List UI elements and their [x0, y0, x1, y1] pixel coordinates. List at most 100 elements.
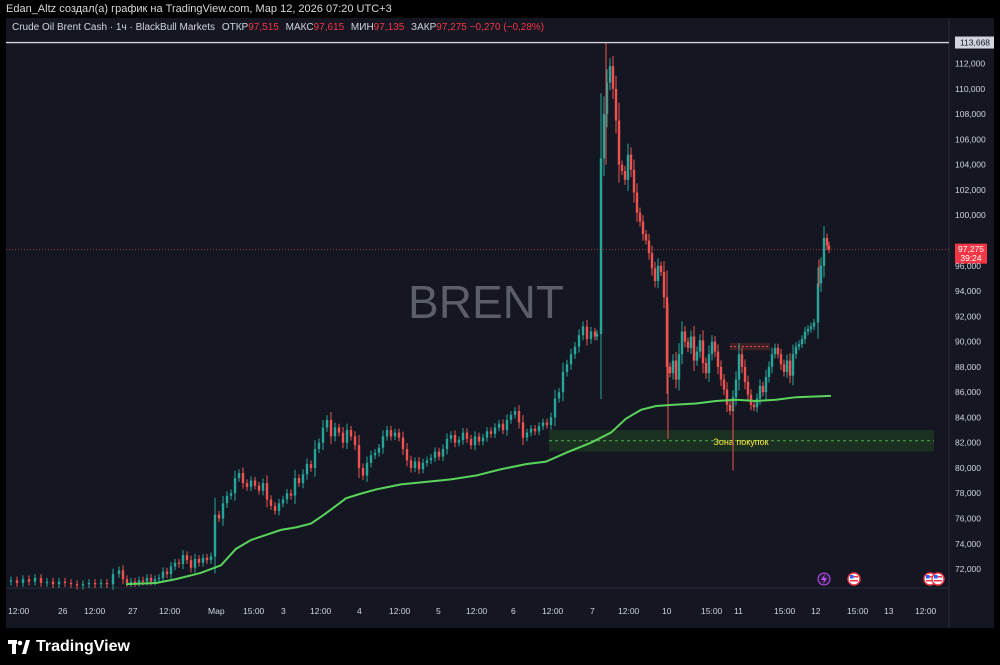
candle-body [791, 354, 795, 376]
candle-body [161, 571, 165, 578]
y-tick-label: 96,000 [955, 261, 981, 271]
open-value: 97,515 [248, 22, 279, 33]
candle-body [549, 417, 553, 425]
candle-body [561, 371, 565, 393]
x-tick-label: 5 [436, 606, 441, 616]
flag-stripe [934, 580, 942, 582]
y-tick-label: 108,000 [955, 109, 986, 119]
x-tick-label: 12:00 [466, 606, 488, 616]
candle-body [659, 265, 663, 273]
candle-body [381, 436, 385, 448]
candle-body [205, 557, 209, 561]
candle-body [169, 566, 173, 575]
flag-stripe [934, 576, 942, 578]
x-tick-label: 7 [590, 606, 595, 616]
x-tick-label: 11 [734, 606, 743, 616]
candle-body [349, 430, 353, 437]
candle-body [827, 245, 831, 250]
candle-body [803, 331, 807, 340]
candle-body [728, 404, 732, 412]
candle-body [165, 571, 169, 575]
us-flag-event-icon[interactable] [931, 572, 945, 586]
candle-body [683, 331, 687, 342]
x-tick-label: 27 [128, 606, 138, 616]
symbol-legend: Crude Oil Brent Cash · 1ч · BlackBull Ma… [12, 22, 544, 33]
candle-body [599, 158, 603, 335]
candle-body [333, 427, 337, 437]
close-value: 97,275 [436, 22, 467, 33]
candle-body [497, 423, 501, 428]
candle-body [377, 447, 381, 453]
candle-body [767, 366, 771, 377]
candle-body [193, 558, 197, 568]
candle-body [692, 336, 696, 361]
tradingview-logo[interactable]: TradingView [8, 638, 130, 656]
candle-body [773, 347, 777, 355]
candle-body [69, 582, 73, 585]
candle-body [225, 495, 229, 504]
candle-body [505, 419, 509, 431]
y-tick-label: 84,000 [955, 412, 981, 422]
candle-body [698, 340, 702, 352]
candle-body [806, 328, 810, 332]
candle-body [623, 171, 627, 180]
candle-body [313, 449, 317, 468]
candle-body [686, 341, 690, 348]
flag-canton [934, 575, 938, 579]
candle-body [449, 435, 453, 439]
x-tick-label: 12:00 [159, 606, 181, 616]
candle-body [389, 430, 393, 437]
candle-body [611, 66, 615, 89]
us-flag-event-icon[interactable] [847, 572, 861, 586]
candle-body [345, 430, 349, 443]
close-label: ЗАКР [411, 22, 437, 33]
candle-body [608, 66, 612, 83]
candle-body [755, 398, 759, 408]
candle-body [602, 114, 606, 159]
y-tick-label: 102,000 [955, 185, 986, 195]
candle-body [704, 363, 708, 374]
high-value: 97,615 [313, 22, 345, 33]
candle-body [81, 584, 85, 586]
candle-body [457, 440, 461, 443]
candle-body [674, 360, 678, 380]
x-tick-label: 15:00 [774, 606, 796, 616]
event-icons[interactable] [817, 572, 945, 586]
candle-body [221, 503, 225, 519]
y-tick-label: 90,000 [955, 337, 981, 347]
candle-body [585, 326, 589, 340]
x-tick-label: 12:00 [8, 606, 30, 616]
flag-stripe [926, 580, 934, 582]
candle-body [819, 265, 823, 284]
candle-body [513, 411, 517, 415]
candle-body [617, 120, 621, 165]
candle-body [401, 437, 405, 449]
candle-body [99, 582, 103, 585]
watermark-text: BRENT [408, 276, 564, 328]
candle-body [57, 581, 61, 585]
candle-body [157, 577, 161, 580]
candle-body [309, 464, 313, 468]
candle-body [417, 461, 421, 470]
chart-area[interactable]: BRENT Зона покупок 113,668 97,275 39:24 72… [6, 18, 994, 628]
y-tick-label: 76,000 [955, 514, 981, 524]
change-value: −0,270 (−0,28%) [469, 22, 545, 33]
candle-body [822, 237, 826, 266]
symbol-title: Crude Oil Brent Cash · 1ч · BlackBull Ma… [12, 22, 216, 33]
y-tick-label: 110,000 [955, 84, 985, 94]
candle-body [620, 164, 624, 171]
candle-body [177, 562, 181, 564]
candle-body [776, 347, 780, 355]
candle-body [695, 351, 699, 361]
y-tick-label: 104,000 [955, 160, 986, 170]
last-price-tag-bg [955, 243, 987, 264]
candle-body [337, 427, 341, 433]
candle-body [788, 360, 792, 376]
candle-body [9, 580, 13, 582]
candle-body [453, 435, 457, 443]
flag-stripe [850, 580, 858, 582]
candle-body [305, 464, 309, 475]
candle-body [301, 474, 305, 484]
